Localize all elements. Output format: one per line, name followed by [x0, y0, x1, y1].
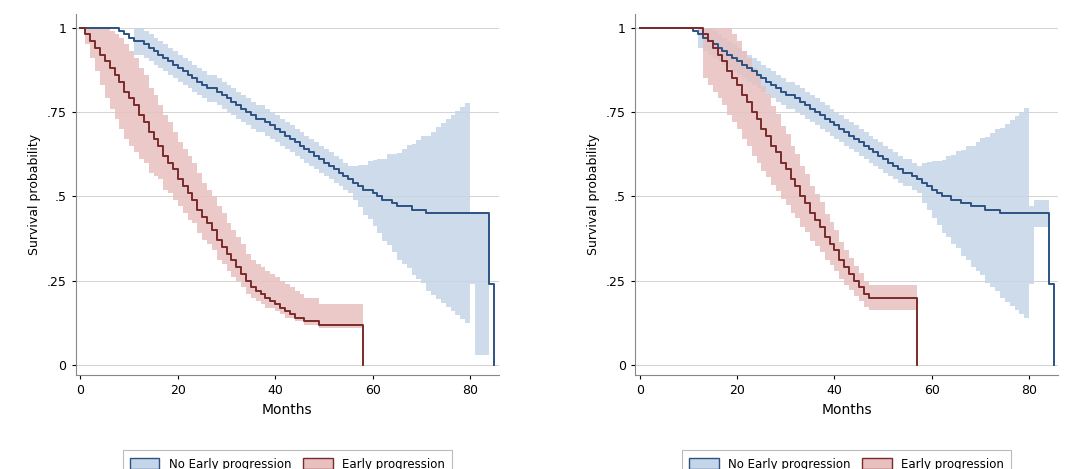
- Y-axis label: Survival probability: Survival probability: [28, 134, 41, 255]
- Y-axis label: Survival probability: Survival probability: [588, 134, 600, 255]
- X-axis label: Months: Months: [821, 403, 872, 417]
- Legend: No Early progression, Early progression: No Early progression, Early progression: [681, 450, 1011, 469]
- X-axis label: Months: Months: [262, 403, 313, 417]
- Legend: No Early progression, Early progression: No Early progression, Early progression: [123, 450, 453, 469]
